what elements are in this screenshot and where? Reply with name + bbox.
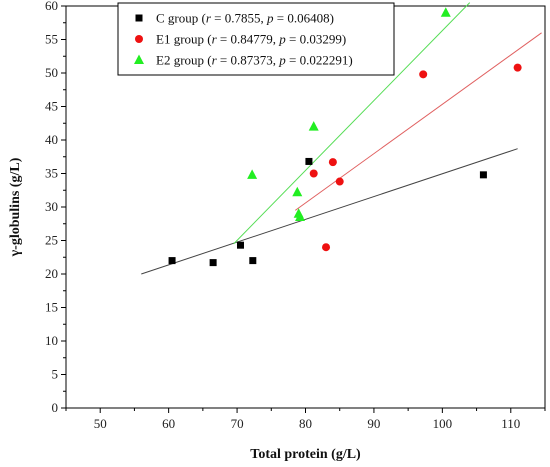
y-tick-label: 30 [45,199,58,214]
data-point-c-group [236,241,244,249]
legend-text-part: C group ( [156,11,206,26]
y-tick-label: 45 [45,99,58,114]
legend-text-part: r [212,53,218,68]
data-point-c-group [479,171,487,179]
legend-text-part: p [278,53,286,68]
data-point-e1-group [309,169,318,178]
legend-text-part: = 0.7855, [211,11,267,26]
data-point-e1-group [335,177,344,186]
x-tick-label: 90 [367,416,380,431]
legend-text-part: = 0.87373, [217,53,280,68]
y-tick-label: 25 [45,233,58,248]
x-tick-label: 60 [162,416,175,431]
data-points [168,7,522,267]
axes: 0 5 10 15 20 25 30 35 40 45 50 55 60 50 60 70 80 90 100 110 [45,0,546,431]
data-point-c-group [249,257,257,265]
legend-box [117,2,395,76]
legend-text-part: r [206,11,212,26]
y-tick-label: 10 [45,333,58,348]
legend-marker-c-group [135,14,143,22]
data-point-e1-group [328,158,337,167]
legend-entry-e2-group: E2 group (r = 0.87373, p = 0.022291) [156,53,353,68]
fit-line-c-group [141,148,518,275]
y-tick-label: 15 [45,300,58,315]
y-tick-label: 0 [52,400,59,415]
legend-text-part: = 0.06408) [274,11,334,26]
legend-text-part: r [212,32,218,47]
legend-entry-c-group: C group (r = 0.7855, p = 0.06408) [156,11,334,26]
legend-text-part: p [266,11,274,26]
data-point-e2-group [292,186,303,197]
legend-text-part: E1 group ( [156,32,212,47]
y-tick-label: 60 [45,0,58,13]
data-point-e1-group [419,70,428,79]
x-tick-label: 50 [94,416,107,431]
data-point-e1-group [513,63,522,72]
legend-marker-e1-group [135,35,143,43]
y-tick-label: 20 [45,266,58,281]
legend-text-part: E2 group ( [156,53,212,68]
x-tick-label: 70 [231,416,244,431]
data-point-e2-group [247,169,258,179]
legend-text-part: p [278,32,286,47]
legend-text-part: = 0.84779, [217,32,280,47]
data-point-c-group [305,157,313,165]
data-point-c-group [209,259,217,267]
data-point-e1-group [322,243,331,252]
x-tick-label: 110 [501,416,520,431]
data-point-e2-group [295,211,306,222]
data-point-e2-group [308,121,319,131]
legend-text-part: = 0.03299) [286,32,346,47]
y-tick-label: 40 [45,132,58,147]
x-tick-label: 80 [299,416,312,431]
y-axis-title: γ-globulins (g/L) [8,157,23,257]
y-tick-label: 5 [52,367,59,382]
y-tick-label: 50 [45,65,58,80]
fit-line-e2-group [233,2,471,245]
x-axis-title: Total protein (g/L) [250,447,361,462]
data-point-c-group [168,257,176,265]
y-tick-label: 35 [45,166,58,181]
legend-marker-e2-group [134,54,144,64]
data-point-e2-group [440,7,451,17]
legend-entry-e1-group: E1 group (r = 0.84779, p = 0.03299) [156,32,346,47]
x-tick-label: 100 [433,416,453,431]
y-tick-label: 55 [45,32,58,47]
legend-text-part: = 0.022291) [286,53,353,68]
legend: C group (r = 0.7855, p = 0.06408)E1 grou… [117,2,395,76]
